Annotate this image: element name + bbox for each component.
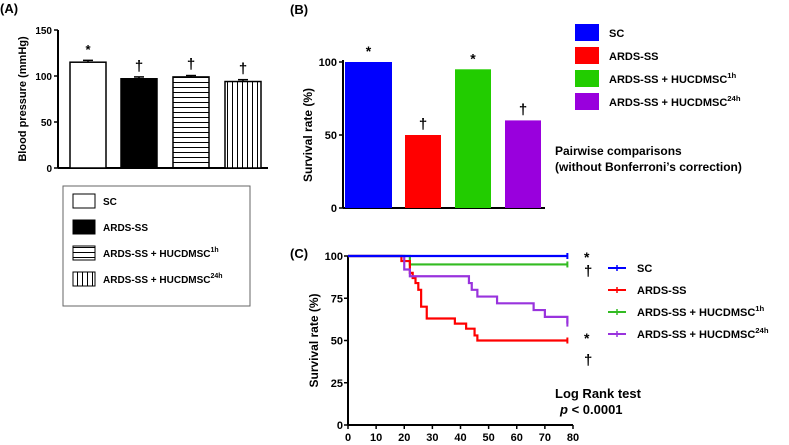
bar-a (172, 76, 210, 169)
legend-label-a: ARDS-SS + HUCDMSC24h (103, 273, 223, 286)
survival-curve-3 (348, 254, 569, 324)
survival-curve-1 (348, 254, 568, 342)
panel-label-a: (A) (0, 1, 18, 16)
legend-label-b: ARDS-SS + HUCDMSC1h (609, 71, 737, 86)
y-tick-label-c: 0 (337, 420, 343, 432)
significance-mark-c: † (584, 352, 592, 369)
y-tick-label-c: 75 (331, 293, 343, 305)
y-tick-label-b: 100 (319, 57, 337, 69)
pairwise-note-line1: Pairwise comparisons (555, 144, 682, 158)
y-axis-title-b: Survival rate (%) (301, 88, 315, 182)
legend-swatch-a (72, 271, 96, 287)
legend-label-a: ARDS-SS (103, 223, 148, 234)
bar-a (224, 80, 262, 169)
legend-label-a: SC (103, 197, 117, 208)
y-tick-label-a: 0 (46, 164, 52, 175)
panel-label-b: (B) (290, 2, 308, 17)
legend-label-a: ARDS-SS + HUCDMSC1h (103, 247, 219, 260)
x-tick-label-c: 70 (539, 432, 551, 444)
significance-mark-a: † (187, 56, 195, 73)
legend-label-c: SC (637, 263, 652, 275)
significance-mark-c: † (584, 263, 592, 280)
log-rank-title: Log Rank test (555, 386, 642, 401)
legend-swatch-a (72, 193, 96, 209)
legend-label-c: ARDS-SS + HUCDMSC1h (637, 304, 765, 319)
significance-mark-a: † (239, 61, 247, 78)
bar-b (455, 69, 491, 208)
legend-swatch-a (72, 219, 96, 235)
y-tick-label-a: 50 (41, 118, 53, 129)
significance-mark-b: * (366, 43, 372, 59)
x-tick-label-c: 0 (345, 432, 351, 444)
significance-mark-a: * (85, 42, 91, 57)
y-axis-title-c: Survival rate (%) (307, 293, 321, 387)
x-tick-label-c: 10 (370, 432, 382, 444)
bar-b (505, 120, 541, 208)
legend-swatch-a (72, 245, 96, 261)
bar-a (69, 61, 107, 169)
panel-label-c: (C) (290, 246, 308, 261)
legend-label-b: ARDS-SS + HUCDMSC24h (609, 94, 741, 109)
y-tick-label-b: 0 (331, 203, 337, 215)
significance-mark-c: * (584, 330, 590, 346)
p-value: p < 0.0001 (559, 402, 623, 417)
y-axis-title-a: Blood pressure (mmHg) (17, 36, 29, 162)
significance-mark-b: † (419, 116, 427, 133)
x-tick-label-c: 60 (511, 432, 523, 444)
legend-swatch-b (575, 93, 599, 110)
bar-b (345, 62, 392, 208)
y-tick-label-c: 50 (331, 336, 343, 348)
legend-label-c: ARDS-SS (637, 285, 687, 297)
significance-mark-b: * (470, 50, 476, 66)
legend-label-b: SC (609, 28, 624, 40)
y-tick-label-c: 100 (325, 251, 343, 263)
legend-label-c: ARDS-SS + HUCDMSC24h (637, 326, 769, 341)
legend-swatch-b (575, 24, 599, 41)
x-tick-label-c: 30 (426, 432, 438, 444)
bar-a (120, 78, 158, 169)
significance-mark-a: † (135, 58, 143, 75)
legend-swatch-b (575, 70, 599, 87)
legend-swatch-b (575, 47, 599, 64)
x-tick-label-c: 20 (398, 432, 410, 444)
y-tick-label-b: 50 (325, 130, 337, 142)
significance-mark-b: † (519, 101, 527, 118)
y-tick-label-a: 150 (35, 26, 52, 37)
pairwise-note-line2: (without Bonferroni’s correction) (555, 160, 742, 174)
legend-label-b: ARDS-SS (609, 51, 659, 63)
survival-curve-2 (348, 254, 568, 266)
bar-b (405, 135, 441, 208)
y-tick-label-a: 100 (35, 72, 52, 83)
x-tick-label-c: 80 (567, 432, 579, 444)
x-tick-label-c: 40 (454, 432, 466, 444)
x-tick-label-c: 50 (483, 432, 495, 444)
significance-mark-c: * (584, 249, 590, 265)
y-tick-label-c: 25 (331, 378, 343, 390)
